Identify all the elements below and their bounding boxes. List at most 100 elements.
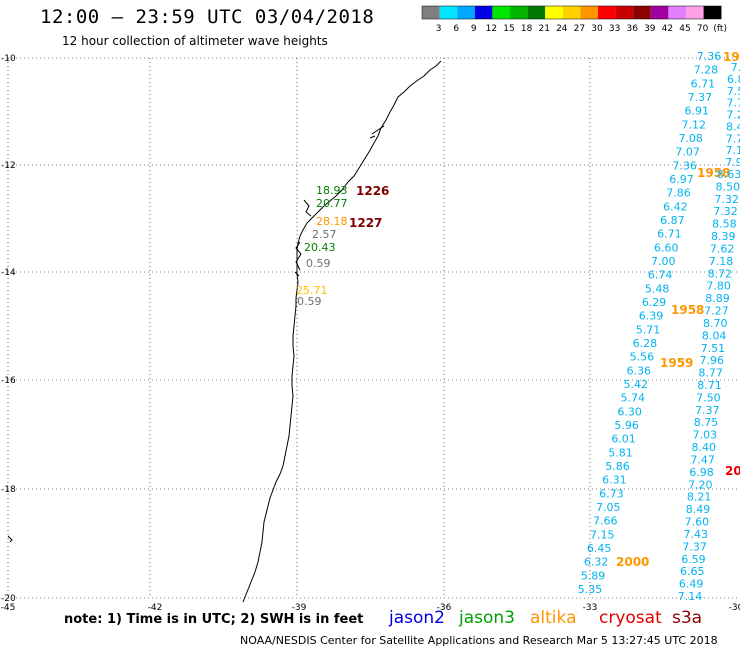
wave-height-value: 6.45 [587, 542, 612, 555]
wave-height-value: 7.51 [701, 342, 726, 355]
wave-height-value: 7.96 [700, 354, 725, 367]
wave-height-value: 5.86 [605, 460, 630, 473]
wave-height-value: 5.96 [614, 419, 639, 432]
wave-height-value: 7.12 [681, 118, 706, 131]
scale-label: 27 [574, 24, 585, 34]
wave-height-value: 8.89 [705, 292, 730, 305]
scale-label: 12 [486, 24, 497, 34]
wave-height-value: 7.5 [727, 85, 740, 98]
pass-time-label: 1227 [349, 216, 382, 230]
wave-height-value: 7.47 [690, 453, 715, 466]
longitude-tick: -42 [148, 603, 163, 613]
wave-height-value: 8.70 [703, 317, 728, 330]
scale-label: 24 [556, 24, 568, 34]
footer-note: note: 1) Time is in UTC; 2) SWH is in fe… [64, 612, 364, 627]
wave-height-value: 28.18 [316, 215, 348, 228]
longitude-tick: -36 [437, 603, 452, 613]
wave-height-value: 7.00 [651, 255, 676, 268]
wave-height-value: 7.27 [704, 305, 729, 318]
wave-height-value: 7.32 [714, 193, 739, 206]
wave-height-value: 5.35 [578, 583, 603, 596]
scale-swatch [650, 6, 669, 19]
satellite-altika: altika [530, 608, 577, 628]
wave-height-value: 7.14 [678, 590, 703, 603]
wave-height-value: 6.31 [602, 474, 627, 487]
wave-height-value: 6.91 [685, 105, 710, 118]
wave-height-value: 8.71 [697, 379, 722, 392]
wave-height-value: 7.05 [596, 501, 621, 514]
scale-frame [421, 5, 722, 20]
wave-height-value: 7.86 [666, 187, 691, 200]
wave-height-value: 6.71 [657, 228, 682, 241]
wave-height-value: 0.59 [297, 295, 322, 308]
satellite-s3a: s3a [672, 608, 703, 628]
wave-height-value: 7.03 [693, 429, 718, 442]
wave-height-value: 8.58 [712, 218, 737, 231]
wave-height-value: 8.21 [687, 491, 712, 504]
pass-time-label: 20 [725, 464, 740, 478]
wave-height-value: 6.30 [617, 405, 642, 418]
wave-height-value: 7.28 [694, 64, 719, 77]
wave-height-value: 5.56 [630, 351, 655, 364]
satellite-jason3: jason3 [459, 608, 515, 628]
scale-label: 9 [471, 24, 477, 34]
wave-height-value: 5.71 [636, 323, 661, 336]
longitude-tick: -45 [1, 603, 16, 613]
wave-height-value: 7.9 [725, 156, 740, 169]
wave-height-value: 7.50 [696, 391, 721, 404]
wave-height-value: 6.49 [679, 578, 704, 591]
wave-height-value: 7.7 [726, 132, 740, 145]
wave-height-value: 6.32 [584, 556, 609, 569]
map-grid: -10 -12 -14 -16 -18 -20-45 -42 -39 -36 -33 -30 [1, 54, 740, 613]
scale-label: 15 [503, 24, 514, 34]
scale-swatch [545, 6, 563, 19]
scale-label: 70 [697, 24, 709, 34]
scale-swatch [703, 6, 722, 19]
latitude-tick: -20 [1, 594, 16, 604]
wave-height-value: 6.65 [680, 565, 705, 578]
wave-height-value: 6.8 [727, 73, 740, 86]
wave-height-value: 8.72 [708, 267, 733, 280]
scale-swatch [562, 6, 581, 19]
wave-height-value: 7.37 [682, 540, 707, 553]
pass-time-label: 1959 [660, 356, 693, 370]
wave-height-value: 7.15 [590, 528, 615, 541]
wave-height-value: 8.50 [716, 180, 740, 193]
scale-swatch [686, 6, 704, 19]
scale-swatch [492, 6, 510, 19]
pass-time-label: 1226 [356, 184, 389, 198]
longitude-tick: -30 [729, 603, 740, 613]
wave-height-value: 25.71 [296, 284, 328, 297]
wave-height-value: 8.39 [711, 230, 736, 243]
pass-time-label: 2000 [616, 555, 649, 569]
wave-height-value: 5.48 [645, 282, 670, 295]
scale-swatch [474, 6, 493, 19]
wave-height-value: 6.42 [663, 200, 688, 213]
wave-height-value: 5.81 [608, 446, 633, 459]
longitude-tick: -39 [292, 603, 307, 613]
map-title: 12:00 — 23:59 UTC 03/04/2018 [40, 6, 375, 28]
scale-swatch [422, 6, 440, 19]
wave-height-value: 20.43 [304, 241, 336, 254]
wave-height-value: 7.66 [593, 515, 618, 528]
latitude-tick: -18 [1, 485, 16, 495]
wave-height-value: 8.77 [698, 367, 723, 380]
wave-height-value: 7.20 [688, 478, 713, 491]
pass-time-label: 1958 [671, 303, 704, 317]
wave-height-value: 7.60 [685, 516, 710, 529]
scale-label: 39 [644, 24, 656, 34]
wave-height-value: 6.01 [611, 433, 636, 446]
wave-height-value: 6.73 [599, 487, 624, 500]
wave-height-value: 20.77 [316, 197, 348, 210]
scale-swatch [527, 6, 546, 19]
wave-height-value: 7.43 [683, 528, 708, 541]
pass-time-label: 19 [723, 50, 740, 64]
scale-swatch [598, 6, 616, 19]
scale-swatch [615, 6, 634, 19]
scale-label: 18 [521, 24, 533, 34]
wave-height-value: 6.59 [681, 553, 706, 566]
wave-height-value: 6.98 [689, 466, 714, 479]
scale-label: 45 [679, 24, 690, 34]
wave-height-labels: 18.9320.7728.182.5720.430.5925.710.59122… [296, 50, 740, 603]
